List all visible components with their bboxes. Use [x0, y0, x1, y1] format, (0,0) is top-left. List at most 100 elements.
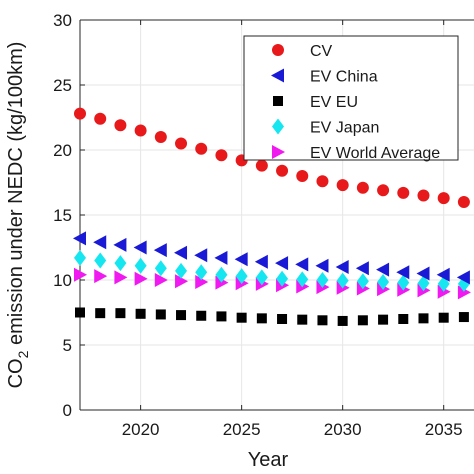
data-point	[255, 269, 268, 286]
data-point	[133, 240, 147, 255]
y-tick-label: 5	[63, 336, 72, 355]
data-point	[175, 262, 188, 279]
data-point	[236, 312, 247, 323]
data-point	[356, 273, 369, 290]
data-point	[458, 312, 469, 323]
y-tick-label: 25	[53, 76, 72, 95]
data-point	[315, 258, 329, 273]
data-point	[275, 256, 289, 271]
tick-labels: 202020252030203520051015202530	[53, 11, 463, 439]
data-point	[317, 315, 328, 326]
data-point	[155, 309, 166, 320]
data-point	[417, 275, 430, 292]
legend: CV EV China EV EU EV Japan EV World Average	[243, 35, 459, 162]
legend-entry-label: EV EU	[310, 94, 358, 111]
series-ev-japan	[74, 249, 470, 292]
data-point	[356, 181, 369, 194]
data-point	[74, 107, 86, 120]
data-point	[134, 257, 147, 274]
x-axis-label: Year	[248, 449, 289, 471]
data-point	[115, 308, 126, 319]
data-point	[194, 248, 208, 263]
legend-marker	[273, 96, 283, 106]
data-point	[335, 260, 349, 274]
data-point	[216, 311, 227, 322]
data-point	[437, 192, 450, 205]
data-point	[175, 137, 188, 150]
legend-entry-label: EV China	[310, 69, 378, 86]
x-tick-label: 2020	[122, 420, 160, 439]
data-point	[316, 175, 329, 188]
data-point	[195, 264, 208, 281]
data-point	[154, 131, 167, 143]
data-point	[256, 313, 267, 324]
axes	[79, 19, 474, 411]
data-marks	[73, 107, 471, 326]
legend-marker	[271, 68, 284, 83]
data-point	[436, 267, 450, 282]
data-point	[75, 307, 85, 318]
data-point	[456, 270, 470, 285]
data-point	[398, 314, 409, 324]
data-point	[135, 308, 146, 319]
data-point	[195, 142, 208, 155]
data-point	[355, 261, 369, 276]
data-point	[195, 274, 209, 289]
data-point	[114, 119, 127, 132]
legend-marker	[272, 44, 284, 56]
data-point	[254, 254, 268, 269]
data-point	[174, 245, 188, 260]
data-point	[376, 262, 390, 277]
legend-entry-label: EV Japan	[310, 120, 379, 137]
data-point	[175, 274, 189, 289]
data-point	[316, 272, 329, 288]
data-point	[74, 249, 86, 266]
legend-entry-label: EV World Average	[310, 145, 440, 162]
y-tick-label: 20	[53, 141, 72, 160]
x-tick-label: 2025	[223, 420, 261, 439]
legend-marker	[272, 118, 284, 135]
y-tick-label: 10	[53, 271, 72, 290]
data-point	[377, 273, 390, 290]
data-point	[295, 257, 309, 272]
data-point	[196, 310, 207, 321]
data-point	[296, 170, 309, 182]
data-point	[134, 124, 147, 137]
data-point	[214, 250, 228, 265]
data-point	[337, 315, 348, 326]
y-tick-label: 30	[53, 11, 72, 30]
y-tick-label: 0	[63, 401, 72, 420]
x-tick-label: 2035	[425, 420, 463, 439]
data-point	[255, 159, 268, 172]
data-point	[154, 260, 167, 277]
data-point	[235, 268, 248, 285]
data-point	[154, 273, 168, 287]
data-point	[457, 196, 470, 208]
data-point	[74, 267, 87, 282]
data-point	[417, 189, 430, 202]
data-point	[113, 237, 127, 252]
series-cv	[74, 107, 470, 208]
x-tick-label: 2030	[324, 420, 362, 439]
series-ev-eu	[75, 307, 469, 326]
data-point	[377, 184, 390, 197]
data-point	[277, 314, 288, 324]
data-point	[94, 112, 107, 125]
data-point	[336, 272, 349, 289]
data-point	[215, 149, 228, 162]
y-tick-label: 15	[53, 206, 72, 225]
data-point	[297, 314, 308, 325]
data-point	[336, 179, 349, 192]
legend-marker	[272, 145, 285, 159]
data-point	[134, 271, 148, 286]
data-point	[234, 252, 248, 267]
data-point	[276, 164, 289, 177]
data-point	[176, 310, 187, 321]
data-point	[378, 314, 389, 325]
data-point	[73, 231, 86, 246]
data-point	[114, 255, 127, 272]
data-point	[215, 266, 228, 283]
data-point	[418, 313, 429, 324]
data-point	[438, 312, 449, 323]
